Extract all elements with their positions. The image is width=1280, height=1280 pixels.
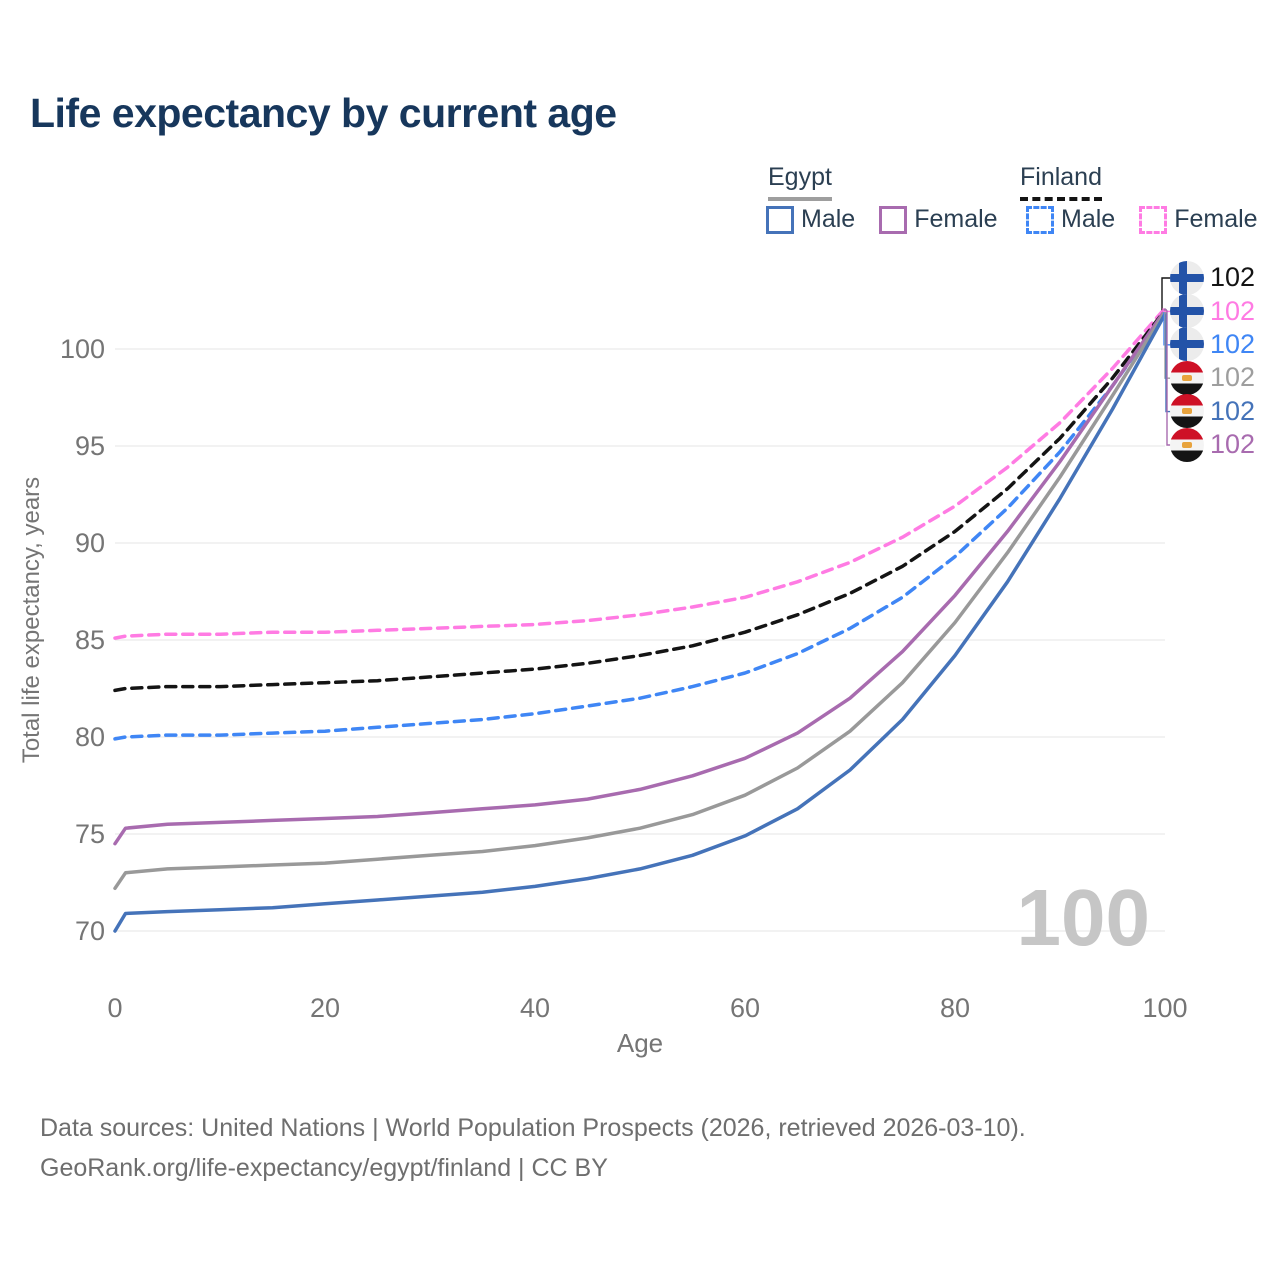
end-label-connector xyxy=(1162,308,1171,313)
end-label-egypt-female[interactable]: 102 xyxy=(1170,427,1256,462)
end-value: 102 xyxy=(1210,295,1256,326)
end-value: 102 xyxy=(1210,362,1256,393)
legend-item-finland-male[interactable]: Male xyxy=(1026,205,1115,234)
end-label-finland-both[interactable]: 102 xyxy=(1170,260,1256,295)
legend-item-finland-female[interactable]: Female xyxy=(1139,205,1258,234)
legend-row-egypt: Male Female xyxy=(766,205,1022,234)
series-egypt_female[interactable] xyxy=(113,308,1167,846)
end-label-finland-male[interactable]: 102 xyxy=(1170,327,1256,362)
finland-flag-icon xyxy=(1170,260,1204,295)
finland-flag-icon xyxy=(1170,294,1204,329)
y-axis-title: Total life expectancy, years xyxy=(18,476,45,764)
data-source-note: Data sources: United Nations | World Pop… xyxy=(40,1108,1026,1188)
legend-row-finland: Male Female xyxy=(1026,205,1280,234)
x-tick-label: 40 xyxy=(520,993,550,1023)
series-finland_male[interactable] xyxy=(113,310,1167,741)
series-finland_both[interactable] xyxy=(113,308,1167,693)
x-tick-label: 0 xyxy=(107,993,122,1023)
end-label-egypt-both[interactable]: 102 xyxy=(1170,360,1256,395)
series-egypt_male[interactable] xyxy=(113,312,1167,933)
end-value: 102 xyxy=(1210,429,1256,460)
y-tick-label: 90 xyxy=(75,528,105,558)
y-tick-label: 85 xyxy=(75,625,105,655)
end-value: 102 xyxy=(1210,395,1256,426)
end-label-connector xyxy=(1164,312,1171,379)
egypt-flag-icon xyxy=(1170,427,1204,462)
page-title: Life expectancy by current age xyxy=(30,90,617,136)
legend-label: Male xyxy=(1061,205,1116,233)
age-frame-watermark: 100 xyxy=(1016,873,1150,962)
series-egypt_both[interactable] xyxy=(113,310,1167,891)
x-tick-label: 60 xyxy=(730,993,760,1023)
y-tick-label: 70 xyxy=(75,916,105,946)
end-label-connector xyxy=(1163,312,1171,346)
legend-label: Female xyxy=(914,205,998,233)
end-label-egypt-male[interactable]: 102 xyxy=(1170,394,1256,429)
end-value: 102 xyxy=(1210,328,1256,359)
y-tick-label: 95 xyxy=(75,431,105,461)
series-finland_female[interactable] xyxy=(113,306,1167,640)
y-tick-label: 100 xyxy=(60,334,105,364)
y-tick-label: 80 xyxy=(75,722,105,752)
citation-line: GeoRank.org/life-expectancy/egypt/finlan… xyxy=(40,1154,608,1182)
egypt-male-line-swatch xyxy=(766,205,794,234)
end-label-connector xyxy=(1161,277,1171,311)
legend-label: Female xyxy=(1174,205,1258,233)
end-value: 102 xyxy=(1210,262,1256,293)
egypt-flag-icon xyxy=(1170,360,1204,395)
finland-male-line-swatch xyxy=(1026,205,1054,234)
legend-group-egypt[interactable]: Egypt xyxy=(768,163,832,201)
end-label-column: 102 102 102 102 102 102 xyxy=(1170,260,1256,462)
x-tick-label: 80 xyxy=(940,993,970,1023)
legend-label: Male xyxy=(801,205,856,233)
finland-flag-icon xyxy=(1170,327,1204,362)
x-tick-label: 20 xyxy=(310,993,340,1023)
source-line: Data sources: United Nations | World Pop… xyxy=(40,1114,1026,1142)
y-tick-label: 75 xyxy=(75,819,105,849)
egypt-female-line-swatch xyxy=(879,205,908,234)
end-label-connector xyxy=(1166,310,1171,446)
legend-group-finland[interactable]: Finland xyxy=(1020,163,1102,201)
legend-item-egypt-male[interactable]: Male xyxy=(766,205,855,234)
legend-item-egypt-female[interactable]: Female xyxy=(879,205,998,234)
x-axis-title: Age xyxy=(616,1028,664,1058)
finland-female-line-swatch xyxy=(1139,205,1168,234)
end-label-finland-female[interactable]: 102 xyxy=(1170,294,1256,329)
end-label-connector xyxy=(1165,314,1171,413)
egypt-flag-icon xyxy=(1170,394,1204,429)
x-tick-label: 100 xyxy=(1142,993,1187,1023)
